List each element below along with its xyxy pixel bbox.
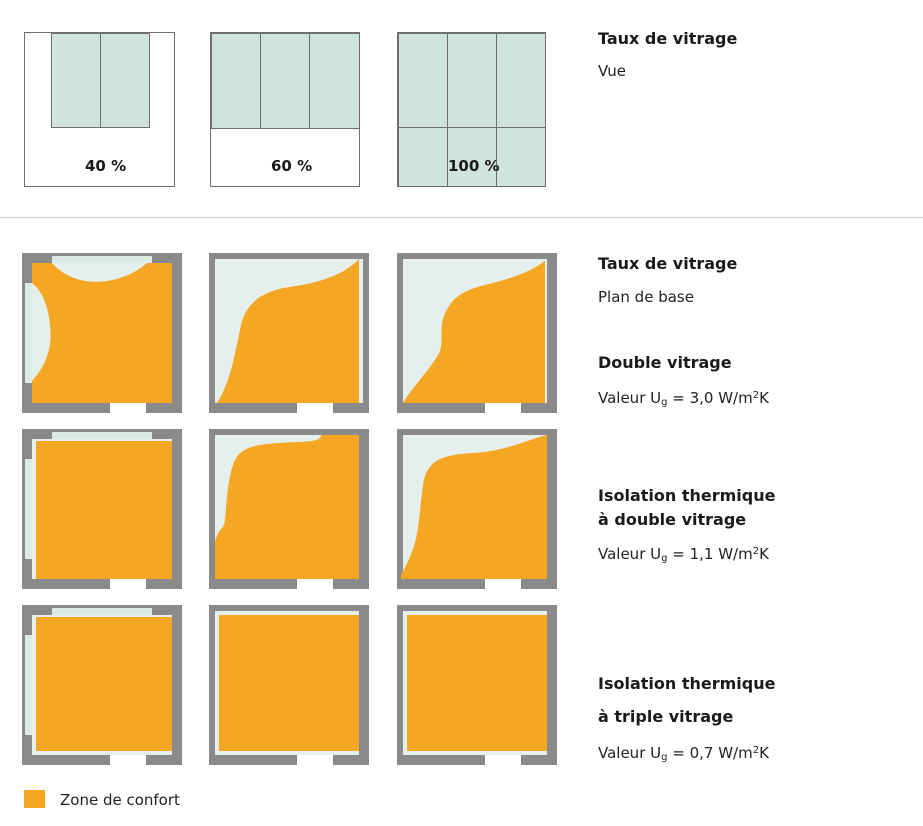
- comfort-zone: [32, 263, 172, 403]
- door-gap: [110, 403, 146, 413]
- door-gap: [485, 403, 521, 413]
- window-pane: [309, 33, 360, 129]
- door-gap: [297, 755, 333, 765]
- door-gap: [110, 755, 146, 765]
- facade-label: 60 %: [271, 157, 313, 175]
- plan-r3-c1: [22, 605, 182, 765]
- view-subtitle: Vue: [598, 62, 626, 80]
- window-pane: [496, 33, 546, 128]
- plan-r2-c1: [22, 429, 182, 589]
- plan-r1-c2: [209, 253, 369, 413]
- window-pane: [260, 33, 310, 129]
- row1-u-value: Valeur Ug = 3,0 W/m2K: [598, 389, 769, 408]
- row2-u-value: Valeur Ug = 1,1 W/m2K: [598, 545, 769, 564]
- door-gap: [297, 403, 333, 413]
- window-pane: [398, 127, 448, 187]
- plan-r1-c1: [22, 253, 182, 413]
- row3-title-line1: Isolation thermique: [598, 674, 776, 693]
- row1-title: Double vitrage: [598, 353, 732, 372]
- row3-title-line2: à triple vitrage: [598, 707, 734, 726]
- facade-40: 40 %: [24, 32, 175, 187]
- plan-r3-c3: [397, 605, 557, 765]
- comfort-zone: [217, 259, 359, 403]
- top-glazing: [52, 432, 152, 439]
- window-pane: [447, 127, 497, 187]
- plan-r3-c2: [209, 605, 369, 765]
- window-pane: [398, 33, 448, 128]
- side-glazing: [25, 283, 32, 383]
- legend-swatch: [24, 790, 45, 808]
- window-pane: [211, 33, 261, 129]
- door-gap: [485, 755, 521, 765]
- legend-label: Zone de confort: [60, 791, 180, 809]
- door-gap: [110, 579, 146, 589]
- row2-title-line1: Isolation thermique: [598, 486, 776, 505]
- side-glazing: [25, 635, 32, 735]
- view-title: Taux de vitrage: [598, 29, 738, 48]
- door-gap: [485, 579, 521, 589]
- top-glazing: [52, 608, 152, 615]
- plan-subtitle: Plan de base: [598, 288, 694, 306]
- section-divider: [0, 217, 923, 218]
- facade-label: 40 %: [85, 157, 127, 175]
- top-glazing: [52, 256, 152, 263]
- plan-r2-c2: [209, 429, 369, 589]
- facade-label: 100 %: [448, 157, 500, 175]
- comfort-zone: [215, 435, 359, 579]
- window-pane: [496, 127, 546, 187]
- plan-r1-c3: [397, 253, 557, 413]
- window-pane: [100, 33, 150, 128]
- window-pane: [447, 33, 497, 128]
- comfort-zone: [407, 615, 547, 751]
- window-pane: [51, 33, 101, 128]
- comfort-zone: [36, 617, 172, 751]
- facade-60: 60 %: [210, 32, 360, 187]
- comfort-zone: [403, 261, 545, 403]
- row3-u-value: Valeur Ug = 0,7 W/m2K: [598, 744, 769, 763]
- row2-title-line2: à double vitrage: [598, 510, 747, 529]
- plan-r2-c3: [397, 429, 557, 589]
- comfort-zone: [219, 615, 359, 751]
- comfort-zone: [401, 435, 547, 579]
- door-gap: [297, 579, 333, 589]
- side-glazing: [25, 459, 32, 559]
- facade-100: 100 %: [397, 32, 546, 187]
- comfort-zone: [36, 441, 172, 579]
- plan-title: Taux de vitrage: [598, 254, 738, 273]
